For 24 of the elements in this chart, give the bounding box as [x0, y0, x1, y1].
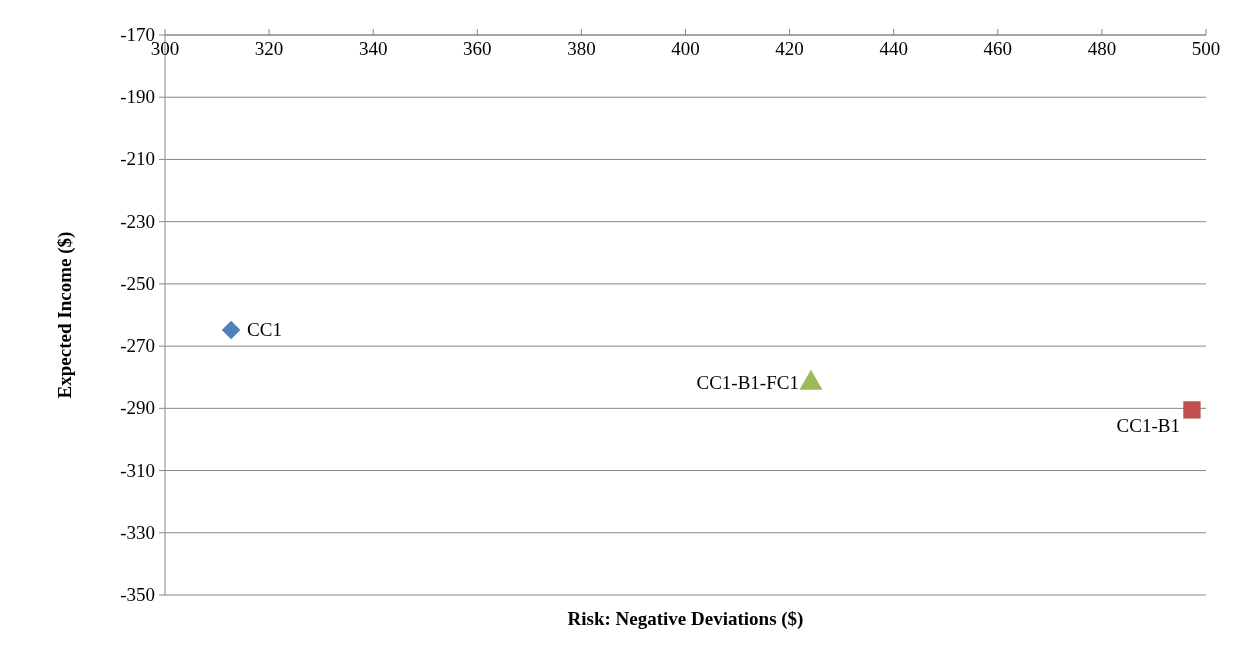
x-axis-title: Risk: Negative Deviations ($) [567, 608, 804, 630]
x-tick-label: 340 [358, 38, 388, 59]
x-tick-label: 400 [671, 38, 700, 59]
y-tick-label: -290 [120, 397, 155, 419]
x-tick-label: 460 [983, 38, 1013, 59]
y-tick-label: -190 [120, 86, 155, 108]
x-tick-label: 360 [463, 38, 492, 59]
y-tick-label: -310 [120, 459, 155, 481]
y-tick-label: -250 [120, 272, 155, 294]
series-label: CC1-B1-FC1 [696, 372, 799, 394]
series-label: CC1-B1 [1116, 414, 1180, 436]
x-tick-label: 380 [567, 38, 596, 59]
y-tick-label: -230 [120, 210, 155, 232]
series-label: CC1 [247, 318, 282, 340]
x-tick-label: 480 [1087, 38, 1117, 59]
x-tick-label: 420 [775, 38, 804, 59]
y-tick-label: -330 [120, 521, 155, 543]
y-tick-label: -350 [120, 584, 155, 605]
y-tick-label: -270 [120, 335, 155, 357]
y-axis-title: Expected Income ($) [54, 231, 76, 399]
x-tick-label: 500 [1191, 38, 1221, 59]
x-tick-label: 320 [254, 38, 284, 59]
x-tick-label: 440 [879, 38, 908, 59]
y-tick-label: -210 [120, 148, 155, 170]
